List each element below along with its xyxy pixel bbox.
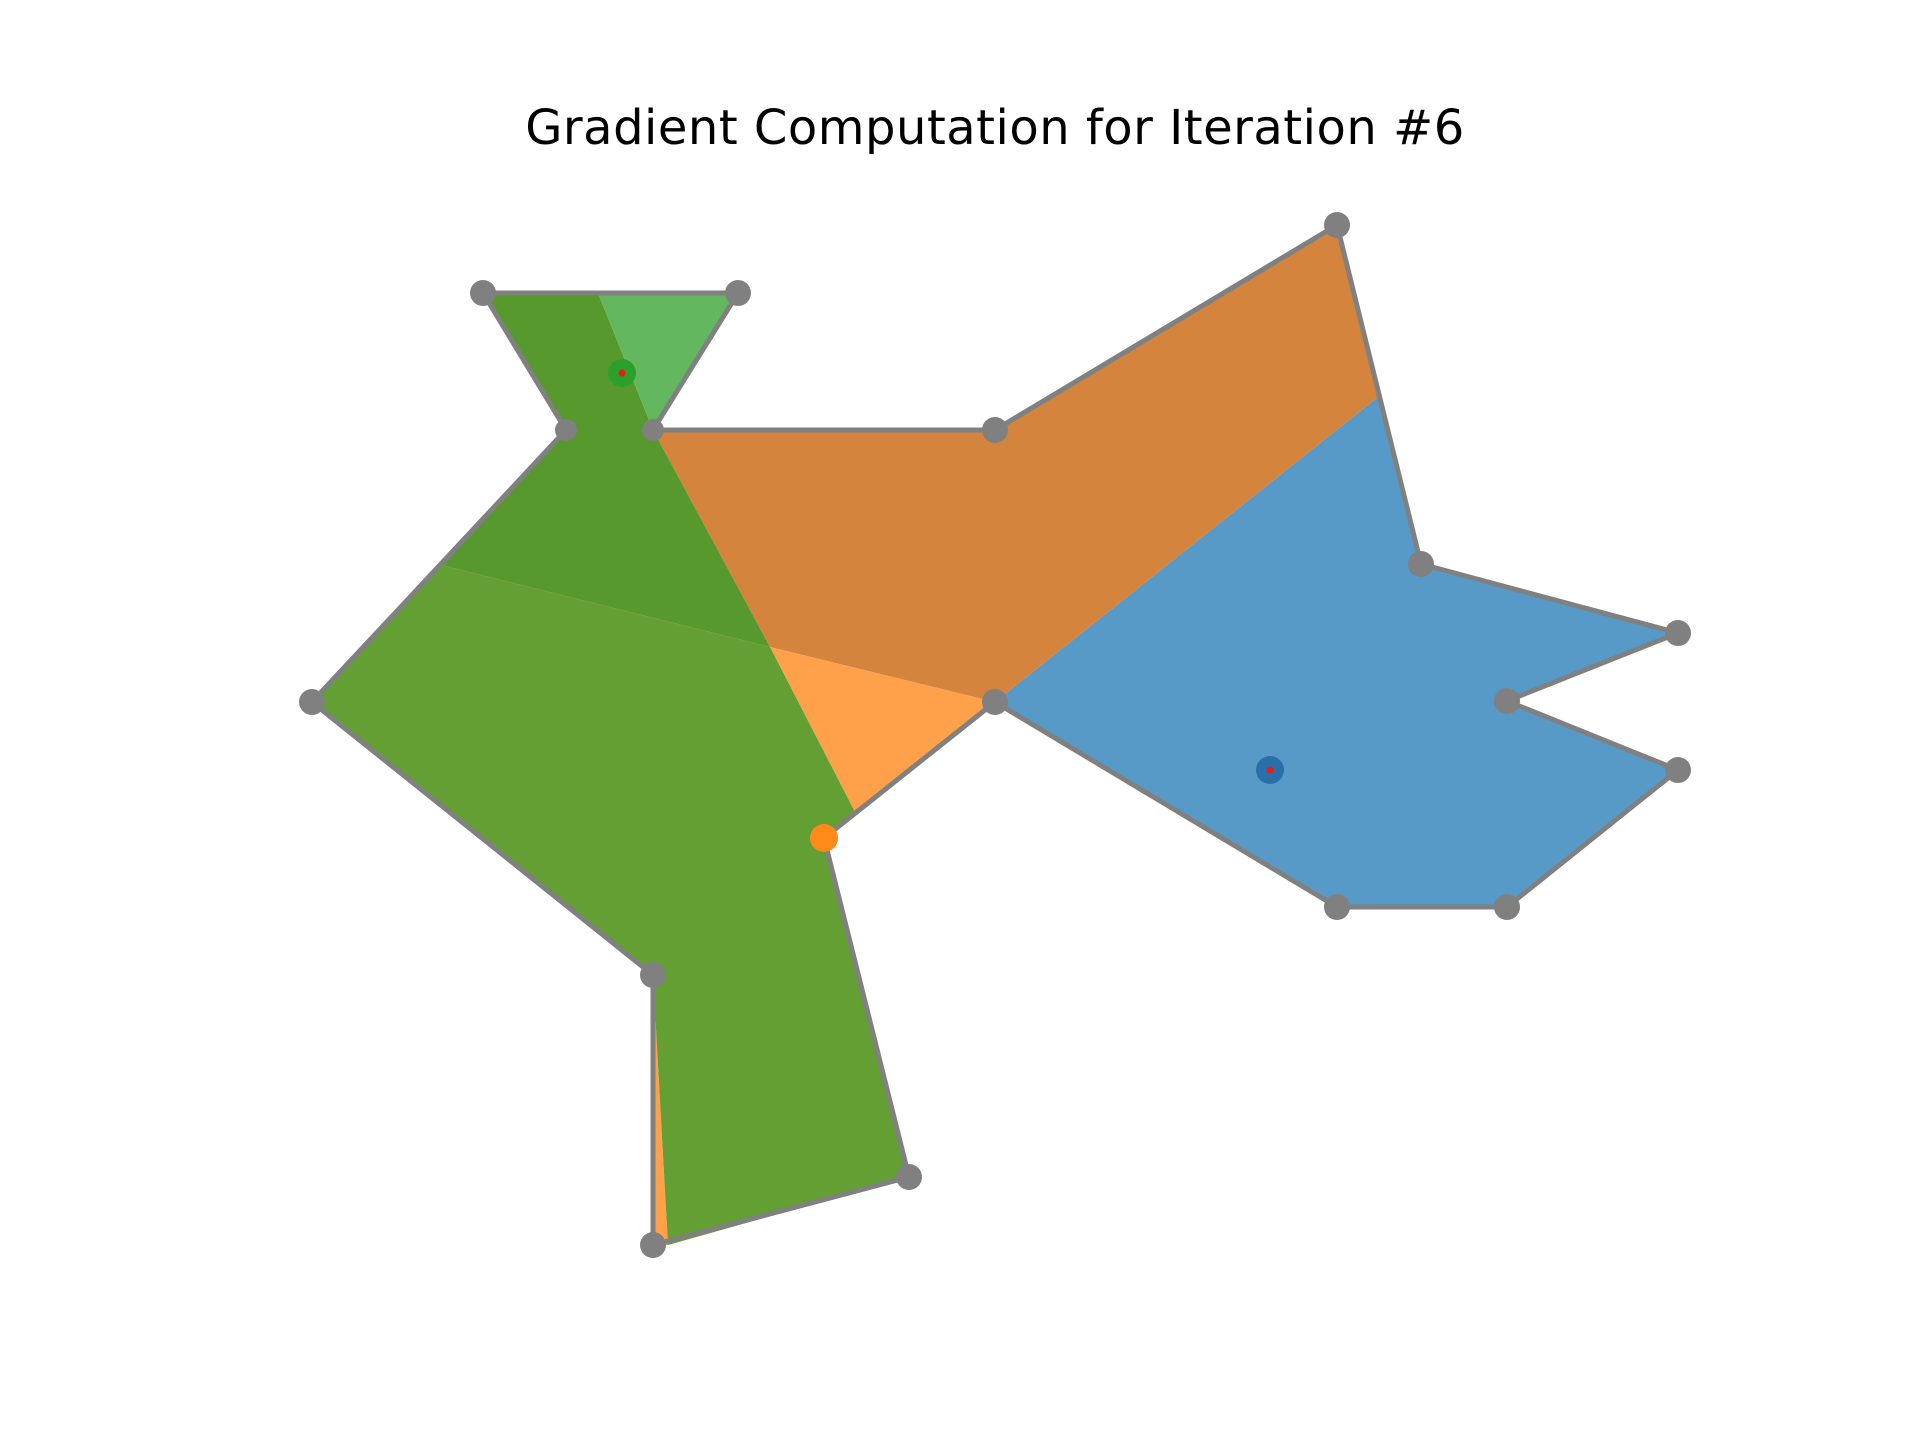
figure-title: Gradient Computation for Iteration #6 — [525, 100, 1465, 156]
green-region — [312, 565, 909, 1245]
vertex-markers — [299, 212, 1691, 1258]
vertex-marker — [299, 689, 325, 715]
vertex-marker — [1324, 212, 1350, 238]
blue-region — [995, 397, 1678, 907]
vertex-marker — [896, 1164, 922, 1190]
vertex-marker — [640, 1232, 666, 1258]
light-green-region — [598, 293, 738, 430]
vertex-marker — [470, 280, 496, 306]
dark-green-region — [441, 293, 770, 647]
orange-region — [653, 225, 1378, 702]
vertex-marker — [1665, 757, 1691, 783]
vertex-marker — [982, 417, 1008, 443]
vertex-marker — [642, 419, 664, 441]
light-orange-region — [770, 647, 995, 812]
seed-center-dot — [1266, 766, 1274, 774]
vertex-marker — [1408, 551, 1434, 577]
vertex-marker — [1494, 688, 1520, 714]
vertex-marker — [640, 962, 666, 988]
vertex-marker — [1665, 620, 1691, 646]
vertex-marker — [555, 419, 577, 441]
region-fills — [312, 225, 1678, 1245]
orange-seed — [810, 824, 838, 852]
vertex-marker — [725, 280, 751, 306]
seed-center-dot — [618, 369, 626, 377]
seed-markers — [608, 359, 1284, 852]
vertex-marker — [1324, 894, 1350, 920]
vertex-marker — [1494, 894, 1520, 920]
vertex-marker — [982, 689, 1008, 715]
